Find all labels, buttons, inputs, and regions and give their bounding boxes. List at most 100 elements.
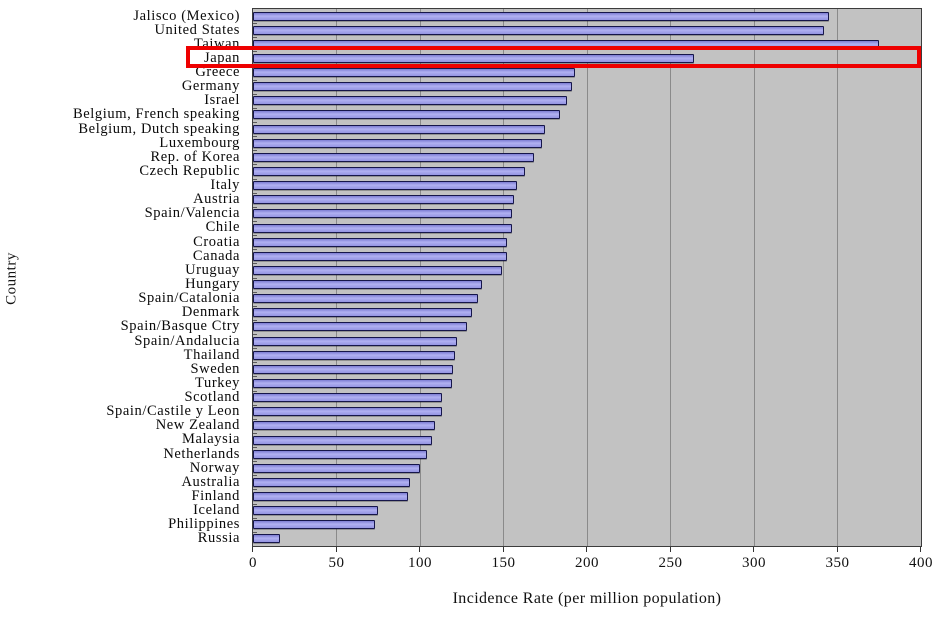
- gridline: [837, 9, 838, 546]
- y-minor-tick: [253, 192, 257, 194]
- bar: [253, 322, 467, 332]
- x-tick-label: 150: [491, 555, 516, 571]
- country-label: Chile: [205, 219, 240, 236]
- y-minor-tick: [253, 79, 257, 81]
- y-minor-tick: [253, 475, 257, 477]
- country-label: Italy: [210, 177, 240, 194]
- y-minor-tick: [253, 23, 257, 25]
- country-label: Uruguay: [185, 261, 240, 278]
- country-label: Luxembourg: [159, 134, 240, 151]
- bar: [253, 167, 526, 176]
- gridline: [586, 9, 588, 546]
- country-label: New Zealand: [155, 417, 240, 434]
- bar: [253, 181, 517, 191]
- country-label: Germany: [181, 78, 240, 95]
- bar: [253, 421, 436, 431]
- y-minor-tick: [253, 517, 257, 519]
- country-label: Czech Republic: [139, 162, 240, 179]
- y-minor-tick: [253, 334, 257, 336]
- bar: [253, 237, 507, 247]
- y-minor-tick: [253, 178, 257, 180]
- japan-highlight-box: [186, 46, 921, 69]
- y-minor-tick: [253, 348, 257, 350]
- bar: [253, 68, 576, 78]
- country-label: Croatia: [193, 233, 240, 250]
- x-tick-label: 50: [328, 555, 345, 571]
- y-minor-tick: [253, 461, 257, 463]
- gridline: [419, 9, 421, 546]
- country-label: Israel: [204, 92, 240, 109]
- bar: [253, 492, 409, 502]
- bar: [253, 53, 694, 63]
- bar: [253, 11, 830, 21]
- country-label: Australia: [181, 473, 240, 490]
- country-label: Rep. of Korea: [150, 148, 240, 165]
- bar: [253, 25, 825, 35]
- y-minor-tick: [253, 503, 257, 505]
- bar: [253, 378, 452, 388]
- bar: [253, 364, 454, 374]
- country-label: Jalisco (Mexico): [133, 7, 240, 24]
- x-tick-mark: [836, 547, 838, 552]
- x-tick-label: 0: [249, 555, 257, 571]
- country-label: Spain/Valencia: [144, 205, 240, 222]
- x-tick-mark: [586, 547, 587, 552]
- y-minor-tick: [253, 404, 257, 406]
- country-label: Iceland: [193, 502, 240, 519]
- country-label: Hungary: [185, 276, 240, 292]
- y-minor-tick: [253, 319, 257, 321]
- country-label: Austria: [193, 191, 240, 208]
- country-label: Belgium, French speaking: [72, 106, 240, 123]
- bar: [253, 393, 442, 403]
- y-minor-tick: [253, 390, 257, 392]
- country-label: Denmark: [181, 304, 240, 321]
- country-label: Philippines: [168, 516, 240, 533]
- y-minor-tick: [253, 136, 257, 138]
- y-minor-tick: [253, 418, 257, 420]
- y-minor-tick: [253, 305, 257, 307]
- country-label: Sweden: [190, 360, 240, 377]
- bar: [253, 280, 482, 290]
- y-minor-tick: [253, 37, 257, 39]
- y-minor-tick: [253, 447, 257, 449]
- bar: [253, 350, 456, 360]
- x-tick-mark: [753, 547, 754, 552]
- country-label: Spain/Andalucia: [134, 332, 240, 349]
- y-minor-tick: [253, 249, 257, 251]
- gridline: [753, 9, 755, 546]
- x-tick-mark: [669, 547, 671, 552]
- y-minor-tick: [253, 489, 257, 491]
- gridline: [336, 9, 337, 546]
- bar: [253, 251, 507, 261]
- x-tick-mark: [335, 547, 337, 552]
- x-tick-label: 300: [742, 555, 766, 571]
- country-label: Russia: [197, 530, 240, 547]
- y-minor-tick: [253, 263, 257, 265]
- bar: [253, 110, 561, 120]
- country-label: Finland: [191, 487, 240, 504]
- plot-area: [252, 8, 922, 547]
- y-minor-tick: [253, 51, 257, 53]
- gridline: [670, 9, 671, 546]
- country-label: Thailand: [183, 346, 240, 363]
- y-minor-tick: [253, 531, 257, 533]
- country-label: Spain/Basque Ctry: [120, 318, 240, 335]
- y-minor-tick: [253, 277, 257, 279]
- bar: [253, 477, 410, 487]
- y-minor-tick: [253, 291, 257, 293]
- bar: [253, 463, 420, 473]
- country-label: Spain/Castile y Leon: [106, 403, 240, 420]
- bar: [253, 138, 542, 148]
- bar: [253, 265, 502, 275]
- bar: [253, 223, 512, 233]
- bar: [253, 534, 280, 544]
- x-tick-mark: [920, 547, 921, 552]
- bar: [253, 520, 375, 530]
- x-tick-mark: [419, 547, 420, 552]
- country-label: Belgium, Dutch speaking: [78, 120, 240, 137]
- bar: [253, 96, 567, 106]
- bar: [253, 209, 512, 219]
- country-label: Netherlands: [163, 445, 240, 462]
- y-minor-tick: [253, 362, 257, 364]
- x-tick-label: 350: [825, 555, 850, 571]
